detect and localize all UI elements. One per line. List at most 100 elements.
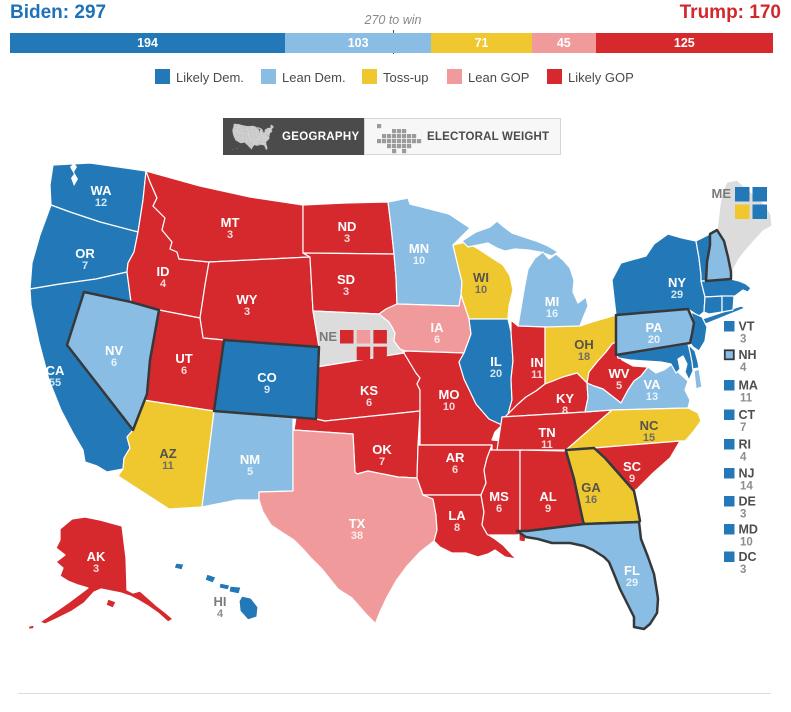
svg-text:CA: CA [46, 363, 65, 378]
svg-text:IL: IL [490, 354, 502, 369]
svg-text:RI: RI [739, 438, 752, 452]
svg-text:3: 3 [93, 563, 99, 575]
svg-text:5: 5 [616, 380, 622, 392]
svg-text:AR: AR [446, 450, 465, 465]
svg-text:FL: FL [624, 563, 640, 578]
svg-text:SD: SD [337, 272, 355, 287]
svg-text:NC: NC [640, 418, 659, 433]
svg-text:6: 6 [452, 464, 458, 476]
svg-text:IN: IN [531, 355, 544, 370]
svg-text:DE: DE [739, 495, 756, 509]
svg-text:6: 6 [366, 397, 372, 409]
svg-text:3: 3 [740, 509, 746, 521]
svg-text:NY: NY [668, 275, 686, 290]
svg-text:3: 3 [343, 286, 349, 298]
svg-text:VT: VT [739, 320, 755, 334]
svg-text:10: 10 [475, 284, 487, 296]
svg-text:7: 7 [379, 456, 385, 468]
svg-text:CT: CT [739, 408, 756, 422]
svg-text:NJ: NJ [739, 467, 755, 481]
svg-text:WV: WV [609, 366, 630, 381]
svg-text:GA: GA [581, 480, 601, 495]
svg-text:MT: MT [221, 215, 240, 230]
svg-text:7: 7 [740, 422, 746, 434]
svg-text:9: 9 [264, 384, 270, 396]
svg-text:MA: MA [739, 379, 758, 393]
svg-text:10: 10 [740, 537, 753, 549]
svg-text:3: 3 [740, 334, 746, 346]
svg-text:LA: LA [448, 508, 466, 523]
svg-text:MO: MO [439, 387, 460, 402]
svg-text:TX: TX [349, 516, 366, 531]
svg-text:6: 6 [181, 365, 187, 377]
svg-text:20: 20 [490, 368, 502, 380]
svg-text:AL: AL [539, 489, 556, 504]
svg-text:29: 29 [671, 289, 683, 301]
svg-text:TN: TN [538, 425, 555, 440]
svg-text:ID: ID [157, 264, 170, 279]
svg-text:14: 14 [740, 481, 753, 493]
svg-text:13: 13 [646, 391, 658, 403]
svg-text:6: 6 [434, 334, 440, 346]
svg-text:16: 16 [585, 494, 597, 506]
svg-text:AZ: AZ [159, 446, 176, 461]
svg-text:9: 9 [545, 503, 551, 515]
svg-text:CO: CO [257, 370, 277, 385]
svg-text:5: 5 [247, 466, 253, 478]
svg-text:7: 7 [82, 260, 88, 272]
svg-text:KY: KY [556, 391, 574, 406]
svg-text:11: 11 [541, 439, 553, 451]
svg-text:12: 12 [95, 197, 107, 209]
svg-text:MI: MI [545, 294, 559, 309]
svg-text:NH: NH [739, 348, 757, 362]
svg-text:3: 3 [740, 564, 746, 576]
svg-text:KS: KS [360, 383, 378, 398]
svg-text:NM: NM [240, 452, 260, 467]
svg-text:ME: ME [712, 186, 732, 201]
svg-text:NE: NE [319, 329, 337, 344]
svg-text:9: 9 [629, 473, 635, 485]
svg-text:3: 3 [344, 233, 350, 245]
svg-text:20: 20 [648, 334, 660, 346]
svg-text:8: 8 [562, 405, 568, 417]
svg-text:18: 18 [578, 351, 590, 363]
svg-text:11: 11 [531, 369, 543, 381]
svg-text:IA: IA [431, 320, 445, 335]
svg-text:NV: NV [105, 343, 123, 358]
svg-text:16: 16 [546, 308, 558, 320]
svg-text:4: 4 [217, 608, 224, 620]
svg-text:11: 11 [162, 460, 174, 472]
svg-text:SC: SC [623, 459, 642, 474]
svg-text:6: 6 [111, 357, 117, 369]
svg-text:55: 55 [49, 377, 61, 389]
svg-text:MN: MN [409, 241, 429, 256]
svg-text:4: 4 [160, 278, 167, 290]
svg-text:ND: ND [338, 219, 357, 234]
svg-text:15: 15 [643, 432, 655, 444]
svg-text:WY: WY [237, 292, 258, 307]
svg-text:OR: OR [75, 246, 95, 261]
svg-text:38: 38 [351, 530, 363, 542]
svg-text:DC: DC [739, 550, 757, 564]
svg-text:11: 11 [740, 393, 753, 405]
svg-text:MS: MS [489, 489, 509, 504]
svg-text:MD: MD [739, 523, 758, 537]
svg-text:AK: AK [87, 549, 106, 564]
svg-text:WI: WI [473, 270, 489, 285]
svg-text:29: 29 [626, 577, 638, 589]
svg-text:3: 3 [227, 229, 233, 241]
svg-text:3: 3 [244, 306, 250, 318]
svg-text:4: 4 [740, 362, 747, 374]
svg-text:OH: OH [574, 337, 594, 352]
svg-text:HI: HI [214, 594, 227, 609]
svg-text:VA: VA [643, 377, 661, 392]
svg-text:WA: WA [91, 183, 113, 198]
svg-text:4: 4 [740, 452, 747, 464]
svg-text:10: 10 [413, 255, 425, 267]
svg-text:6: 6 [496, 503, 502, 515]
svg-text:UT: UT [175, 351, 192, 366]
svg-text:PA: PA [645, 320, 663, 335]
svg-text:8: 8 [454, 522, 460, 534]
svg-text:10: 10 [443, 401, 455, 413]
svg-text:OK: OK [372, 442, 392, 457]
